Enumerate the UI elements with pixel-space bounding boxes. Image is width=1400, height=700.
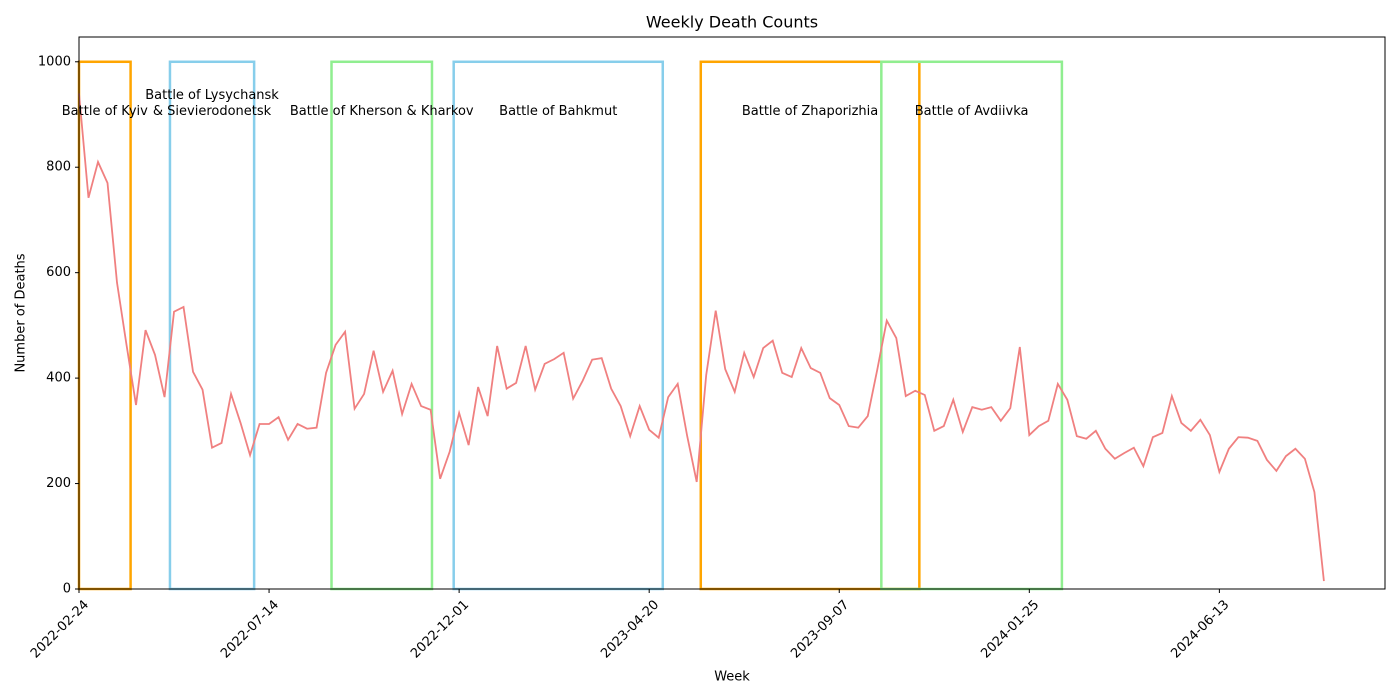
battle-label: Battle of Avdiivka <box>915 104 1029 119</box>
battle-label: Battle of Lysychansk <box>145 88 279 103</box>
data-line <box>78 93 1325 582</box>
battle-span <box>452 60 665 591</box>
battle-label: Battle of Bahkmut <box>499 104 617 119</box>
x-tick-label: 2022-12-01 <box>408 597 472 661</box>
battle-label: Battle of Kherson & Kharkov <box>290 104 474 119</box>
y-tick-label: 800 <box>46 160 71 175</box>
plot-frame <box>78 36 1386 590</box>
x-tick-label: 2023-09-07 <box>788 597 852 661</box>
x-tick-label: 2022-07-14 <box>218 597 282 661</box>
x-tick-label: 2024-06-13 <box>1168 597 1232 661</box>
battle-label: & Sievierodonetsk <box>153 104 272 119</box>
y-axis-label: Number of Deaths <box>14 253 29 372</box>
battle-label: Battle of Zhaporizhia <box>742 104 878 119</box>
battle-span <box>880 60 1064 591</box>
chart-title: Weekly Death Counts <box>646 13 818 32</box>
y-tick-label: 0 <box>63 582 71 597</box>
y-tick-label: 400 <box>46 371 71 386</box>
y-tick-label: 1000 <box>38 54 71 69</box>
x-tick-label: 2024-01-25 <box>978 597 1042 661</box>
battle-span <box>330 60 434 591</box>
x-axis-label: Week <box>714 670 750 685</box>
x-tick-label: 2023-04-20 <box>598 597 662 661</box>
y-tick-label: 600 <box>46 265 71 280</box>
x-tick-label: 2022-02-24 <box>28 597 92 661</box>
y-tick-label: 200 <box>46 476 71 491</box>
battle-label: Battle of Kyiv <box>62 104 148 119</box>
battle-span <box>168 60 256 591</box>
